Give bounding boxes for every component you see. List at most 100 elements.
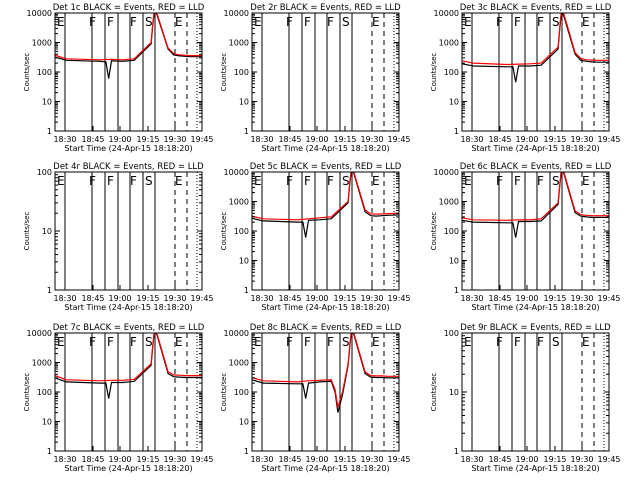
y-tick-label: 1: [244, 286, 249, 295]
y-tick-label: 1000: [229, 198, 249, 207]
x-tick-label: 18:45: [488, 135, 511, 144]
y-axis-label: Counts/sec: [430, 212, 438, 251]
y-tick-label: 10000: [224, 9, 249, 18]
event-marker-label: E: [372, 335, 380, 349]
x-tick-label: 19:15: [333, 455, 356, 464]
y-tick-label: 1000: [439, 198, 459, 207]
x-tick-label: 19:45: [190, 294, 213, 303]
x-tick-label: 18:30: [250, 455, 273, 464]
event-marker-label: F: [496, 15, 503, 29]
x-tick-label: 18:45: [81, 135, 104, 144]
event-marker-label: F: [286, 174, 293, 188]
panel-title: Det 3c BLACK = Events, RED = LLD: [460, 3, 612, 13]
x-tick-label: 18:45: [81, 294, 104, 303]
x-tick-label: 19:45: [190, 455, 213, 464]
y-tick-label: 1: [47, 127, 52, 136]
y-tick-label: 1000: [439, 39, 459, 48]
x-tick-label: 19:00: [305, 294, 328, 303]
event-marker-label: E: [175, 15, 183, 29]
y-tick-label: 1: [454, 127, 459, 136]
x-tick-label: 19:30: [163, 135, 186, 144]
event-marker-label: F: [327, 15, 334, 29]
event-marker-label: F: [89, 335, 96, 349]
y-tick-label: 10: [42, 98, 52, 107]
y-axis-label: Counts/sec: [23, 373, 31, 412]
event-marker-label: E: [254, 335, 262, 349]
event-marker-label: S: [552, 335, 560, 349]
panel-title: Det 8c BLACK = Events, RED = LLD: [250, 323, 402, 333]
event-marker-label: F: [286, 335, 293, 349]
event-marker-label: S: [145, 335, 153, 349]
y-tick-label: 10000: [434, 168, 459, 177]
detector-panel: 1 10 100 1000 10000 18:30 18:45 19:00 19:15 19:30…: [220, 162, 411, 312]
detector-panel: 1 10 100 1000 10000 18:30 18:45 19:00 19:15 19:30…: [23, 323, 214, 473]
event-marker-label: F: [107, 15, 114, 29]
x-tick-label: 19:30: [570, 135, 593, 144]
y-tick-label: 1000: [229, 359, 249, 368]
y-tick-label: 100: [444, 68, 459, 77]
y-tick-label: 1: [47, 447, 52, 456]
event-marker-label: F: [107, 335, 114, 349]
event-marker-label: E: [582, 335, 590, 349]
series-group: [252, 172, 399, 238]
event-marker-label: F: [89, 174, 96, 188]
x-tick-label: 18:30: [460, 135, 483, 144]
y-tick-label: 1: [244, 127, 249, 136]
detector-panel: 1 10 100 18:30 18:45 19:00 19:15 19:30 19:45 Det …: [23, 162, 214, 312]
event-marker-label: E: [582, 174, 590, 188]
y-tick-label: 1000: [32, 359, 52, 368]
x-tick-label: 19:45: [597, 455, 620, 464]
x-tick-label: 18:45: [488, 455, 511, 464]
event-marker-label: F: [304, 335, 311, 349]
y-axis-label: Counts/sec: [220, 373, 228, 412]
y-tick-label: 10000: [27, 329, 52, 338]
y-tick-label: 1: [454, 447, 459, 456]
y-tick-label: 10: [449, 257, 459, 266]
event-marker-label: F: [107, 174, 114, 188]
y-tick-label: 10: [239, 98, 249, 107]
x-axis-label: Start Time (24-Apr-15 18:18:20): [64, 144, 192, 153]
x-tick-label: 19:30: [360, 135, 383, 144]
event-marker-label: F: [304, 174, 311, 188]
event-marker-label: E: [254, 15, 262, 29]
x-tick-label: 18:30: [250, 294, 273, 303]
x-tick-label: 18:45: [81, 455, 104, 464]
detector-panel: 1 10 100 1000 10000 18:30 18:45 19:00 19:15 19:30…: [220, 323, 411, 473]
x-tick-label: 19:15: [333, 135, 356, 144]
y-tick-label: 100: [37, 388, 52, 397]
event-marker-label: F: [89, 15, 96, 29]
x-tick-label: 18:45: [278, 455, 301, 464]
detector-panel: 1 10 100 1000 10000 18:30 18:45 19:00 19:15 19:30…: [430, 162, 621, 312]
series-group: [462, 13, 609, 83]
series-group: [55, 333, 202, 399]
panel-title: Det 9r BLACK = Events, RED = LLD: [460, 323, 611, 333]
event-marker-label: E: [464, 174, 472, 188]
y-tick-label: 10: [239, 418, 249, 427]
x-tick-label: 19:30: [570, 455, 593, 464]
event-marker-label: F: [327, 335, 334, 349]
y-tick-label: 1: [47, 286, 52, 295]
x-tick-label: 19:00: [515, 294, 538, 303]
detector-panel: 1 10 100 1000 10000 18:30 18:45 19:00 19:15 19:30…: [220, 3, 411, 153]
y-tick-label: 100: [234, 227, 249, 236]
y-axis-label: Counts/sec: [430, 373, 438, 412]
x-tick-label: 19:00: [108, 294, 131, 303]
event-marker-label: E: [372, 15, 380, 29]
event-marker-label: S: [552, 15, 560, 29]
event-marker-label: S: [342, 15, 350, 29]
panel-title: Det 7c BLACK = Events, RED = LLD: [53, 323, 205, 333]
x-axis-label: Start Time (24-Apr-15 18:18:20): [471, 144, 599, 153]
panel-title: Det 2r BLACK = Events, RED = LLD: [250, 3, 401, 13]
x-tick-label: 19:30: [360, 455, 383, 464]
y-tick-label: 10: [42, 227, 52, 236]
series-group: [252, 333, 399, 413]
y-tick-label: 10: [449, 388, 459, 397]
series-group: [462, 172, 609, 238]
x-tick-label: 19:15: [136, 294, 159, 303]
series-lld-line: [55, 333, 202, 382]
x-tick-label: 18:30: [53, 294, 76, 303]
x-tick-label: 19:45: [387, 135, 410, 144]
x-tick-label: 19:30: [360, 294, 383, 303]
y-tick-label: 10000: [27, 9, 52, 18]
